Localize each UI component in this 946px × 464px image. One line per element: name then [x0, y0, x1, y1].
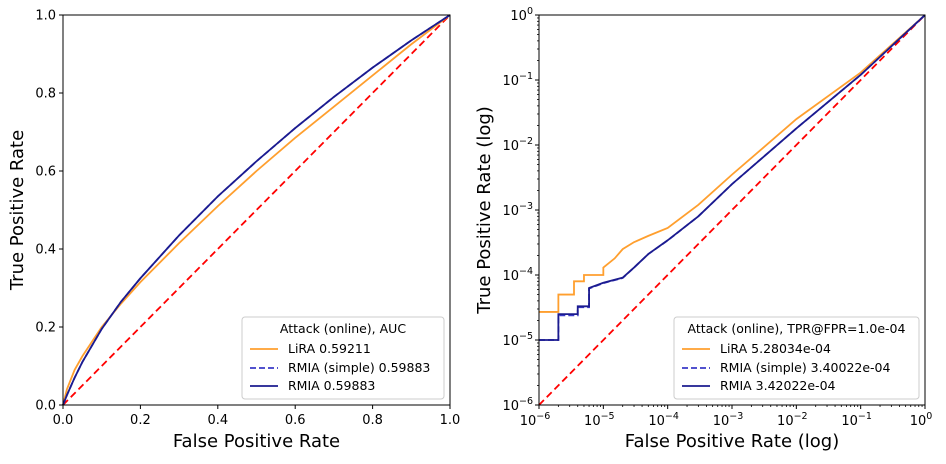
right-x-tick-label: 10−3 [713, 411, 744, 429]
left-x-tick-label: 1.0 [440, 413, 461, 428]
left-legend-entry-rmia: RMIA 0.59883 [288, 378, 375, 393]
left-series-rmia [62, 14, 451, 406]
left-x-axis-label: False Positive Rate [173, 431, 340, 452]
left-y-tick-label: 0.8 [35, 87, 56, 102]
right-y-tick-label: 100 [510, 6, 533, 24]
right-series-group [538, 14, 926, 406]
right-x-tick-label: 10−2 [777, 411, 808, 429]
left-series-group [62, 14, 451, 406]
right-x-ticks: 10−6 10−5 10−4 10−3 10−2 10−1 100 [520, 405, 933, 429]
left-y-axis-label: True Positive Rate [7, 130, 28, 291]
left-series-chance [62, 14, 451, 406]
right-legend-title: Attack (online), TPR@FPR=1.0e-04 [688, 321, 906, 336]
right-x-tick-label: 10−1 [841, 411, 872, 429]
left-x-ticks: 0.0 0.2 0.4 0.6 0.8 1.0 [53, 405, 461, 428]
right-y-axis-label: True Positive Rate (log) [474, 106, 495, 315]
right-series-rmia [539, 14, 926, 341]
left-legend-entry-rmia-simple: RMIA (simple) 0.59883 [288, 360, 430, 375]
left-x-tick-label: 0.0 [53, 413, 74, 428]
right-series-chance [538, 14, 926, 406]
left-x-tick-label: 0.8 [362, 413, 383, 428]
left-legend-entry-lira: LiRA 0.59211 [288, 341, 371, 356]
left-series-lira [62, 14, 451, 406]
left-legend: Attack (online), AUC LiRA 0.59211 RMIA (… [241, 316, 445, 400]
left-y-tick-label: 0.4 [35, 243, 56, 258]
right-y-tick-label: 10−3 [502, 201, 533, 219]
left-plot-frame [62, 14, 451, 406]
left-x-tick-label: 0.2 [130, 413, 151, 428]
right-y-tick-label: 10−4 [502, 266, 533, 284]
linear-roc-panel: 0.0 0.2 0.4 0.6 0.8 1.0 0.0 0.2 0.4 0.6 0.8 1.0 Fa… [7, 9, 460, 453]
left-legend-title: Attack (online), AUC [280, 321, 406, 336]
right-x-tick-label: 10−5 [584, 411, 615, 429]
right-y-tick-label: 10−6 [502, 396, 533, 414]
right-x-tick-label: 10−4 [648, 411, 679, 429]
log-roc-panel: 10−6 10−5 10−4 10−3 10−2 10−1 100 10−6 10−5 10−4… [474, 6, 932, 452]
right-x-axis-label: False Positive Rate (log) [625, 431, 840, 452]
right-legend-entry-rmia-simple: RMIA (simple) 3.40022e-04 [720, 360, 891, 375]
right-legend: Attack (online), TPR@FPR=1.0e-04 LiRA 5.… [673, 316, 920, 400]
left-x-tick-label: 0.6 [285, 413, 306, 428]
right-legend-entry-rmia: RMIA 3.42022e-04 [720, 378, 836, 393]
left-y-tick-label: 0.0 [35, 399, 56, 414]
right-y-tick-label: 10−5 [502, 331, 533, 349]
left-y-tick-label: 0.2 [35, 321, 56, 336]
right-y-tick-label: 10−2 [502, 136, 533, 154]
left-legend-box [241, 316, 445, 400]
right-legend-entry-lira: LiRA 5.28034e-04 [720, 341, 831, 356]
left-x-tick-label: 0.4 [207, 413, 228, 428]
right-x-tick-label: 100 [910, 411, 933, 429]
right-legend-box [673, 316, 920, 400]
right-series-lira [539, 14, 926, 313]
left-y-tick-label: 0.6 [35, 165, 56, 180]
left-y-ticks: 0.0 0.2 0.4 0.6 0.8 1.0 [35, 9, 63, 414]
right-y-tick-label: 10−1 [502, 71, 533, 89]
left-y-tick-label: 1.0 [35, 9, 56, 24]
right-y-ticks: 10−6 10−5 10−4 10−3 10−2 10−1 100 [502, 6, 539, 414]
right-x-tick-label: 10−6 [520, 411, 551, 429]
